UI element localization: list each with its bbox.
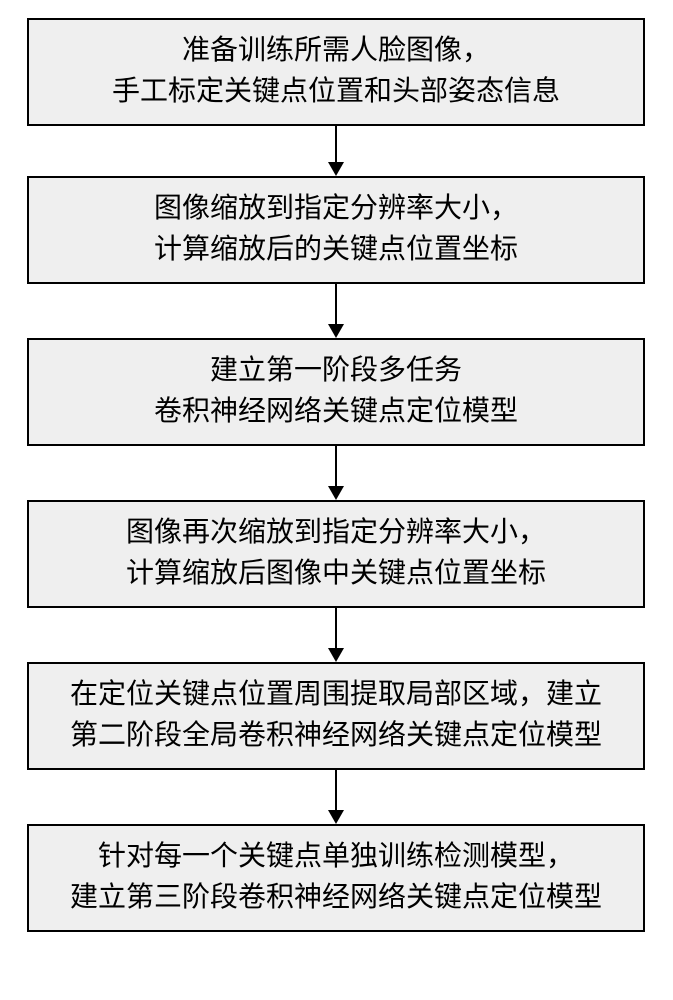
flow-arrow-n4-n5 (324, 608, 348, 662)
flow-node-line2: 计算缩放后图像中关键点位置坐标 (126, 554, 546, 595)
flow-node-line1: 图像再次缩放到指定分辨率大小， (126, 513, 546, 554)
flow-node-line2: 计算缩放后的关键点位置坐标 (154, 230, 518, 271)
flow-arrow-n1-n2 (324, 126, 348, 176)
flow-node-n3: 建立第一阶段多任务卷积神经网络关键点定位模型 (27, 338, 645, 446)
flow-node-line2: 卷积神经网络关键点定位模型 (154, 392, 518, 433)
flowchart-canvas: 准备训练所需人脸图像，手工标定关键点位置和头部姿态信息图像缩放到指定分辨率大小，… (0, 0, 673, 1000)
flow-node-line2: 第二阶段全局卷积神经网络关键点定位模型 (70, 716, 602, 757)
flow-node-line2: 建立第三阶段卷积神经网络关键点定位模型 (70, 878, 602, 919)
flow-arrow-n3-n4 (324, 446, 348, 500)
flow-node-n5: 在定位关键点位置周围提取局部区域，建立第二阶段全局卷积神经网络关键点定位模型 (27, 662, 645, 770)
flow-arrow-n2-n3 (324, 284, 348, 338)
flow-node-line1: 图像缩放到指定分辨率大小， (154, 189, 518, 230)
flow-node-n6: 针对每一个关键点单独训练检测模型，建立第三阶段卷积神经网络关键点定位模型 (27, 824, 645, 932)
flow-node-line1: 准备训练所需人脸图像， (182, 31, 490, 72)
flow-node-n2: 图像缩放到指定分辨率大小，计算缩放后的关键点位置坐标 (27, 176, 645, 284)
flow-node-n1: 准备训练所需人脸图像，手工标定关键点位置和头部姿态信息 (27, 18, 645, 126)
flow-node-line1: 针对每一个关键点单独训练检测模型， (98, 837, 574, 878)
flow-node-line1: 在定位关键点位置周围提取局部区域，建立 (70, 675, 602, 716)
flow-node-n4: 图像再次缩放到指定分辨率大小，计算缩放后图像中关键点位置坐标 (27, 500, 645, 608)
flow-node-line1: 建立第一阶段多任务 (210, 351, 462, 392)
flow-arrow-n5-n6 (324, 770, 348, 824)
flow-node-line2: 手工标定关键点位置和头部姿态信息 (112, 72, 560, 113)
